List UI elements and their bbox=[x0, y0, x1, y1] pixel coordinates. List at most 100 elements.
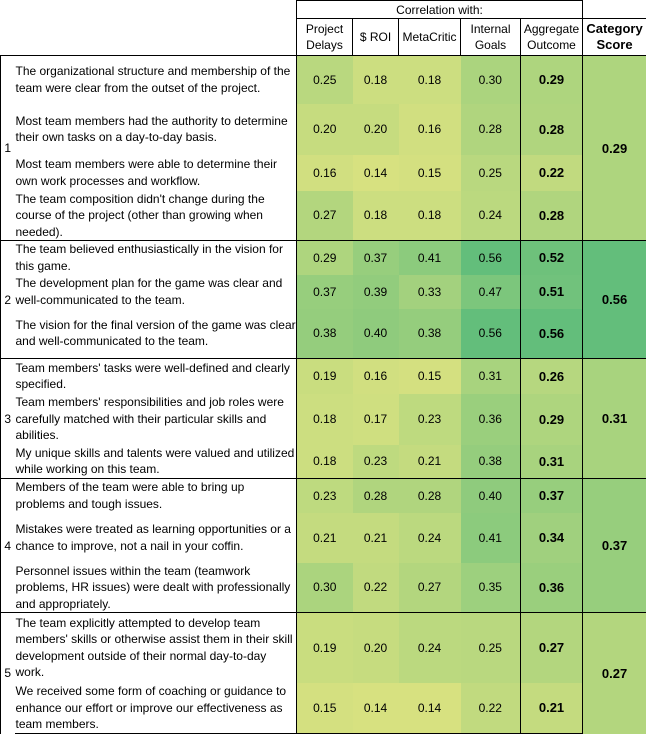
category-score: 0.37 bbox=[582, 478, 646, 613]
value-internal-goals: 0.56 bbox=[460, 240, 521, 275]
category-score: 0.29 bbox=[582, 55, 646, 241]
category-number: 4 bbox=[0, 478, 15, 613]
value-aggregate-outcome: 0.22 bbox=[519, 154, 583, 191]
statement: Team members' tasks were well-defined an… bbox=[14, 358, 297, 394]
statement: Personnel issues within the team (teamwo… bbox=[14, 562, 297, 613]
col-header-category-score: Category Score bbox=[582, 18, 646, 56]
value-roi: 0.20 bbox=[352, 612, 399, 683]
table-row: 1 The organizational structure and member… bbox=[0, 55, 646, 241]
statement: The team believed enthusiastically in th… bbox=[14, 240, 297, 275]
value-aggregate-outcome: 0.56 bbox=[519, 308, 583, 359]
category-number: 1 bbox=[0, 55, 15, 241]
value-roi: 0.14 bbox=[352, 682, 399, 734]
value-internal-goals: 0.40 bbox=[460, 478, 521, 513]
value-internal-goals: 0.31 bbox=[460, 358, 521, 394]
table-row: 3 Team members' tasks were well-defined a… bbox=[0, 358, 646, 479]
category-number: 3 bbox=[0, 358, 15, 479]
value-project-delays: 0.21 bbox=[296, 512, 353, 563]
statement: Most team members were able to determine… bbox=[14, 154, 297, 191]
value-aggregate-outcome: 0.51 bbox=[519, 274, 583, 309]
value-internal-goals: 0.28 bbox=[460, 103, 521, 155]
value-roi: 0.40 bbox=[352, 308, 399, 359]
category-number: 5 bbox=[0, 612, 15, 734]
value-metacritic: 0.41 bbox=[398, 240, 461, 275]
value-metacritic: 0.28 bbox=[398, 478, 461, 513]
value-metacritic: 0.38 bbox=[398, 308, 461, 359]
statement: Mistakes were treated as learning opport… bbox=[14, 512, 297, 563]
value-roi: 0.17 bbox=[352, 393, 399, 445]
value-metacritic: 0.15 bbox=[398, 358, 461, 394]
value-roi: 0.23 bbox=[352, 444, 399, 479]
value-project-delays: 0.30 bbox=[296, 562, 353, 613]
value-internal-goals: 0.35 bbox=[460, 562, 521, 613]
value-metacritic: 0.24 bbox=[398, 512, 461, 563]
statement: Members of the team were able to bring u… bbox=[14, 478, 297, 513]
value-roi: 0.28 bbox=[352, 478, 399, 513]
statement: The organizational structure and members… bbox=[14, 55, 297, 104]
value-internal-goals: 0.25 bbox=[460, 154, 521, 191]
value-roi: 0.18 bbox=[352, 55, 399, 104]
value-roi: 0.37 bbox=[352, 240, 399, 275]
table-row: Team members' responsibilities and job r… bbox=[1, 393, 646, 445]
value-project-delays: 0.19 bbox=[296, 358, 353, 394]
value-internal-goals: 0.25 bbox=[460, 612, 521, 683]
statement: The team explicitly attempted to develop… bbox=[14, 612, 297, 683]
value-roi: 0.16 bbox=[352, 358, 399, 394]
category-score: 0.56 bbox=[582, 240, 646, 359]
value-project-delays: 0.38 bbox=[296, 308, 353, 359]
value-metacritic: 0.16 bbox=[398, 103, 461, 155]
table-row: The development plan for the game was cl… bbox=[1, 274, 646, 309]
table-row: We received some form of coaching or gui… bbox=[1, 682, 646, 734]
value-metacritic: 0.18 bbox=[398, 190, 461, 241]
col-header-roi: $ ROI bbox=[352, 18, 399, 56]
value-roi: 0.39 bbox=[352, 274, 399, 309]
value-aggregate-outcome: 0.31 bbox=[519, 444, 583, 479]
table-row: Most team members were able to determine… bbox=[1, 154, 646, 191]
statement: Most team members had the authority to d… bbox=[14, 103, 297, 155]
value-metacritic: 0.18 bbox=[398, 55, 461, 104]
value-internal-goals: 0.38 bbox=[460, 444, 521, 479]
value-roi: 0.14 bbox=[352, 154, 399, 191]
statement: The development plan for the game was cl… bbox=[14, 274, 297, 309]
value-aggregate-outcome: 0.28 bbox=[519, 103, 583, 155]
value-internal-goals: 0.30 bbox=[460, 55, 521, 104]
value-project-delays: 0.25 bbox=[296, 55, 353, 104]
category-number: 2 bbox=[0, 240, 15, 359]
value-metacritic: 0.23 bbox=[398, 393, 461, 445]
table-row: Most team members had the authority to d… bbox=[1, 103, 646, 155]
value-metacritic: 0.21 bbox=[398, 444, 461, 479]
table-row: Personnel issues within the team (teamwo… bbox=[1, 562, 646, 613]
value-project-delays: 0.16 bbox=[296, 154, 353, 191]
statement: The team composition didn't change durin… bbox=[14, 190, 297, 241]
value-aggregate-outcome: 0.26 bbox=[519, 358, 583, 394]
correlation-with-header: Correlation with: bbox=[295, 0, 584, 19]
value-metacritic: 0.15 bbox=[398, 154, 461, 191]
value-internal-goals: 0.41 bbox=[460, 512, 521, 563]
value-aggregate-outcome: 0.34 bbox=[519, 512, 583, 563]
value-internal-goals: 0.24 bbox=[460, 190, 521, 241]
value-aggregate-outcome: 0.37 bbox=[519, 478, 583, 513]
table-row: 5 The team explicitly attempted to develo… bbox=[0, 612, 646, 734]
value-aggregate-outcome: 0.29 bbox=[519, 393, 583, 445]
value-aggregate-outcome: 0.27 bbox=[519, 612, 583, 683]
statement: My unique skills and talents were valued… bbox=[14, 444, 297, 479]
table-row: 2 The team believed enthusiastically in t… bbox=[0, 240, 646, 359]
value-aggregate-outcome: 0.29 bbox=[519, 55, 583, 104]
value-aggregate-outcome: 0.52 bbox=[519, 240, 583, 275]
value-internal-goals: 0.56 bbox=[460, 308, 521, 359]
category-score: 0.31 bbox=[582, 358, 646, 479]
value-roi: 0.22 bbox=[352, 562, 399, 613]
value-internal-goals: 0.36 bbox=[460, 393, 521, 445]
value-metacritic: 0.24 bbox=[398, 612, 461, 683]
value-roi: 0.20 bbox=[352, 103, 399, 155]
col-header-metacritic: MetaCritic bbox=[398, 18, 461, 56]
value-aggregate-outcome: 0.28 bbox=[519, 190, 583, 241]
value-metacritic: 0.33 bbox=[398, 274, 461, 309]
col-header-aggregate-outcome: Aggregate Outcome bbox=[519, 18, 584, 56]
table-row: My unique skills and talents were valued… bbox=[1, 444, 646, 479]
statement: The vision for the final version of the … bbox=[14, 308, 297, 359]
value-project-delays: 0.15 bbox=[296, 682, 353, 734]
value-project-delays: 0.20 bbox=[296, 103, 353, 155]
statement: We received some form of coaching or gui… bbox=[14, 682, 297, 734]
